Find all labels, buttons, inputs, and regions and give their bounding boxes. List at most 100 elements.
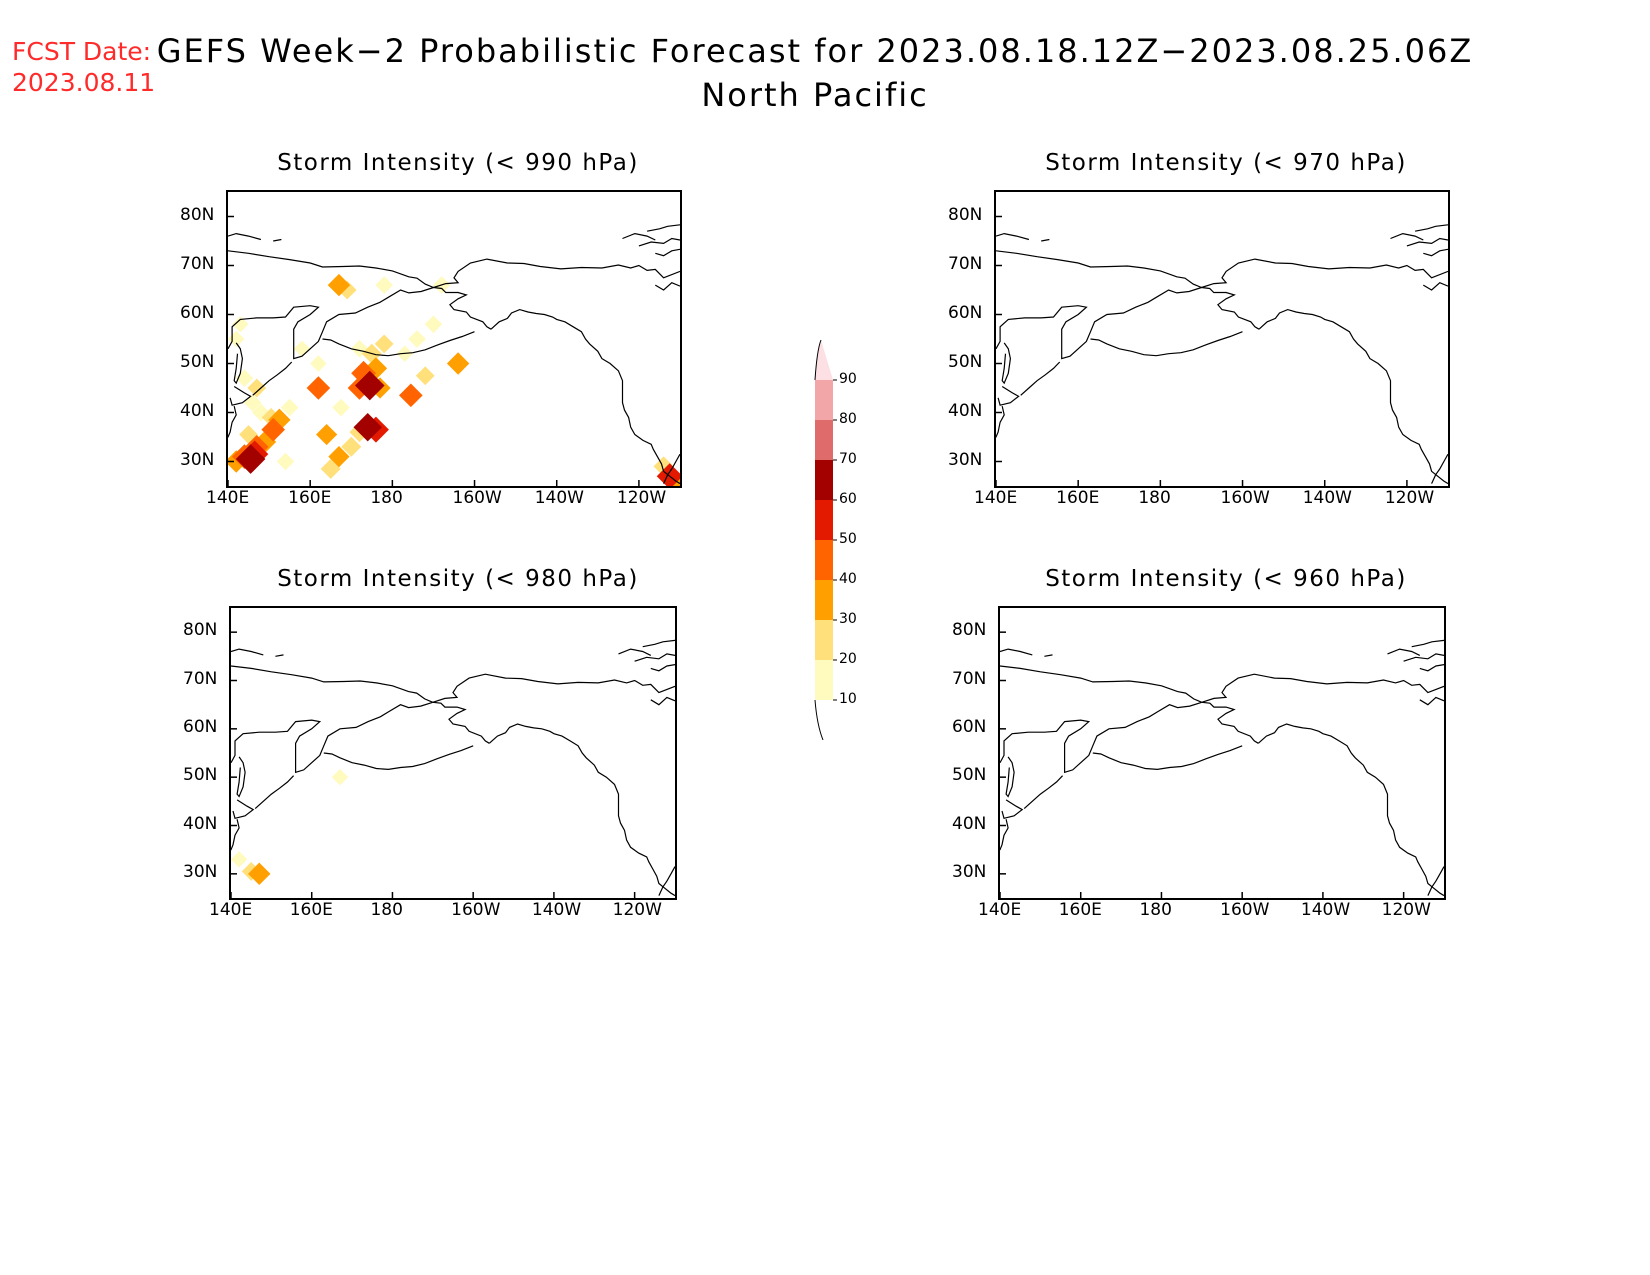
coastline: [1431, 453, 1448, 484]
probability-cell: [276, 452, 295, 471]
coastline: [622, 232, 656, 241]
lon-tick-label: 120W: [612, 900, 662, 920]
coastline: [1422, 282, 1448, 291]
legend-swatch: [815, 460, 833, 500]
legend-swatch: [815, 580, 833, 620]
coastline: [231, 648, 264, 656]
legend-label: 20: [839, 651, 857, 667]
probability-cell: [353, 413, 382, 442]
coastline: [650, 696, 675, 706]
probability-cell: [239, 425, 258, 444]
coastline: [1023, 775, 1064, 810]
coastline: [1020, 361, 1061, 396]
legend-label: 50: [839, 531, 857, 547]
figure-subtitle: North Pacific: [701, 76, 929, 114]
lon-tick-label: 140E: [209, 900, 253, 920]
coastline: [322, 331, 475, 357]
lat-tick-label: 30N: [952, 861, 987, 882]
lat-tick-label: 60N: [952, 716, 987, 737]
lon-tick-label: 140E: [206, 488, 250, 508]
lat-tick-label: 30N: [948, 449, 983, 470]
probability-cell: [228, 330, 245, 348]
coastline: [275, 654, 284, 657]
coastline: [254, 775, 295, 810]
coastline: [1419, 664, 1444, 672]
coastline: [655, 248, 680, 257]
coastline: [1041, 238, 1050, 242]
lat-tick-label: 40N: [948, 400, 983, 421]
coastline: [650, 664, 675, 672]
coastline: [433, 286, 492, 330]
coastline: [433, 258, 680, 289]
lon-tick-label: 120W: [1384, 488, 1435, 508]
probability-cell: [306, 376, 331, 400]
coastline: [654, 282, 680, 291]
probability-cell: [415, 366, 435, 386]
lat-tick-label: 30N: [183, 861, 218, 882]
coastline: [618, 648, 652, 656]
lon-tick-label: 120W: [1381, 900, 1431, 920]
lon-tick-label: 140W: [1300, 900, 1351, 920]
coastline: [231, 701, 433, 774]
coastline: [432, 673, 675, 703]
coastline: [1000, 701, 1202, 774]
coastline: [1201, 701, 1259, 744]
coastline: [658, 866, 675, 896]
coastline: [1001, 799, 1024, 820]
coastline: [432, 701, 490, 744]
lat-tick-label: 40N: [180, 400, 215, 421]
lat-tick-label: 40N: [952, 813, 987, 834]
coastline: [1258, 308, 1448, 485]
lat-tick-label: 70N: [183, 668, 218, 689]
coastline: [1000, 665, 1203, 703]
probability-cell: [293, 340, 311, 357]
coastline: [233, 342, 244, 385]
map-990: [226, 190, 682, 488]
probability-cell: [408, 330, 426, 348]
coastline: [1005, 756, 1015, 798]
figure-title: GEFS Week−2 Probabilistic Forecast for 2…: [156, 32, 1474, 70]
forecast-date: FCST Date: 2023.08.11: [12, 36, 155, 98]
coastline: [642, 639, 675, 648]
legend-label: 30: [839, 611, 857, 627]
lon-tick-label: 140W: [531, 900, 582, 920]
coastline: [646, 224, 680, 232]
lon-tick-label: 160W: [1220, 488, 1270, 508]
forecast-date-label: FCST Date:: [12, 37, 152, 66]
panel-title: Storm Intensity (< 990 hPa): [277, 150, 639, 176]
coastline: [1000, 819, 1009, 851]
legend-swatch: [815, 380, 833, 420]
probability-cell: [375, 276, 393, 294]
probability-cell: [235, 369, 254, 387]
coastline: [1044, 654, 1053, 657]
lat-tick-label: 70N: [180, 253, 215, 274]
coastline: [228, 286, 434, 360]
lon-tick-label: 160E: [1058, 900, 1102, 920]
probability-cell: [374, 334, 394, 354]
coastline: [1201, 258, 1448, 289]
probability-cell: [232, 316, 249, 333]
lat-tick-label: 50N: [952, 765, 987, 786]
probability-cell: [424, 315, 443, 334]
legend-cap-outline: [814, 339, 822, 381]
lon-tick-label: 160E: [1056, 488, 1100, 508]
coastline: [996, 405, 1005, 438]
coastline: [231, 665, 434, 703]
lon-tick-label: 180: [370, 900, 403, 920]
lon-tick-label: 140W: [1302, 488, 1352, 508]
lon-tick-label: 180: [370, 488, 403, 508]
coastline: [228, 405, 237, 438]
color-legend-bar: [814, 339, 837, 741]
probability-cell: [341, 436, 362, 457]
lat-tick-label: 80N: [948, 204, 983, 225]
coastline: [1414, 224, 1448, 232]
map-canvas: [996, 215, 1448, 486]
map-canvas: [1000, 631, 1444, 898]
lat-tick-label: 70N: [948, 253, 983, 274]
panel-title: Storm Intensity (< 960 hPa): [1045, 566, 1407, 592]
coastline: [1387, 648, 1421, 656]
coastline: [229, 385, 252, 406]
coastline: [1390, 232, 1424, 241]
coastline: [1000, 648, 1033, 656]
lon-tick-label: 180: [1138, 488, 1171, 508]
